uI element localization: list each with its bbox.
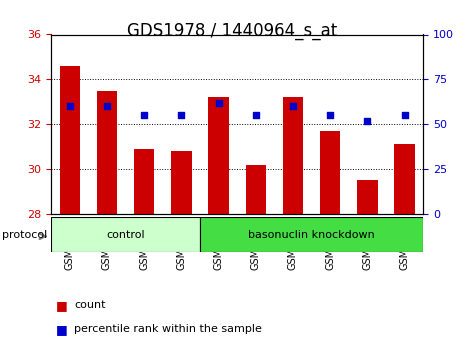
Text: GDS1978 / 1440964_s_at: GDS1978 / 1440964_s_at xyxy=(127,22,338,40)
Text: control: control xyxy=(106,230,145,239)
Text: percentile rank within the sample: percentile rank within the sample xyxy=(74,325,262,334)
Bar xyxy=(208,97,229,214)
Bar xyxy=(246,165,266,214)
Bar xyxy=(171,151,192,214)
Point xyxy=(215,100,222,106)
Bar xyxy=(357,180,378,214)
Point xyxy=(178,112,185,118)
Bar xyxy=(97,90,117,214)
Text: protocol: protocol xyxy=(2,230,47,239)
Point xyxy=(103,104,111,109)
Text: ■: ■ xyxy=(56,299,67,312)
Point xyxy=(252,112,259,118)
Point xyxy=(140,112,148,118)
Point xyxy=(326,112,334,118)
Text: ■: ■ xyxy=(56,323,67,336)
Bar xyxy=(60,66,80,214)
Bar xyxy=(51,217,200,252)
Bar xyxy=(320,131,340,214)
Bar xyxy=(134,149,154,214)
Point xyxy=(401,112,408,118)
Bar xyxy=(394,144,415,214)
Point xyxy=(66,104,73,109)
Point xyxy=(289,104,297,109)
Point xyxy=(364,118,371,124)
Bar xyxy=(283,97,303,214)
Bar xyxy=(200,217,423,252)
Text: count: count xyxy=(74,300,106,310)
Text: basonuclin knockdown: basonuclin knockdown xyxy=(248,230,375,239)
